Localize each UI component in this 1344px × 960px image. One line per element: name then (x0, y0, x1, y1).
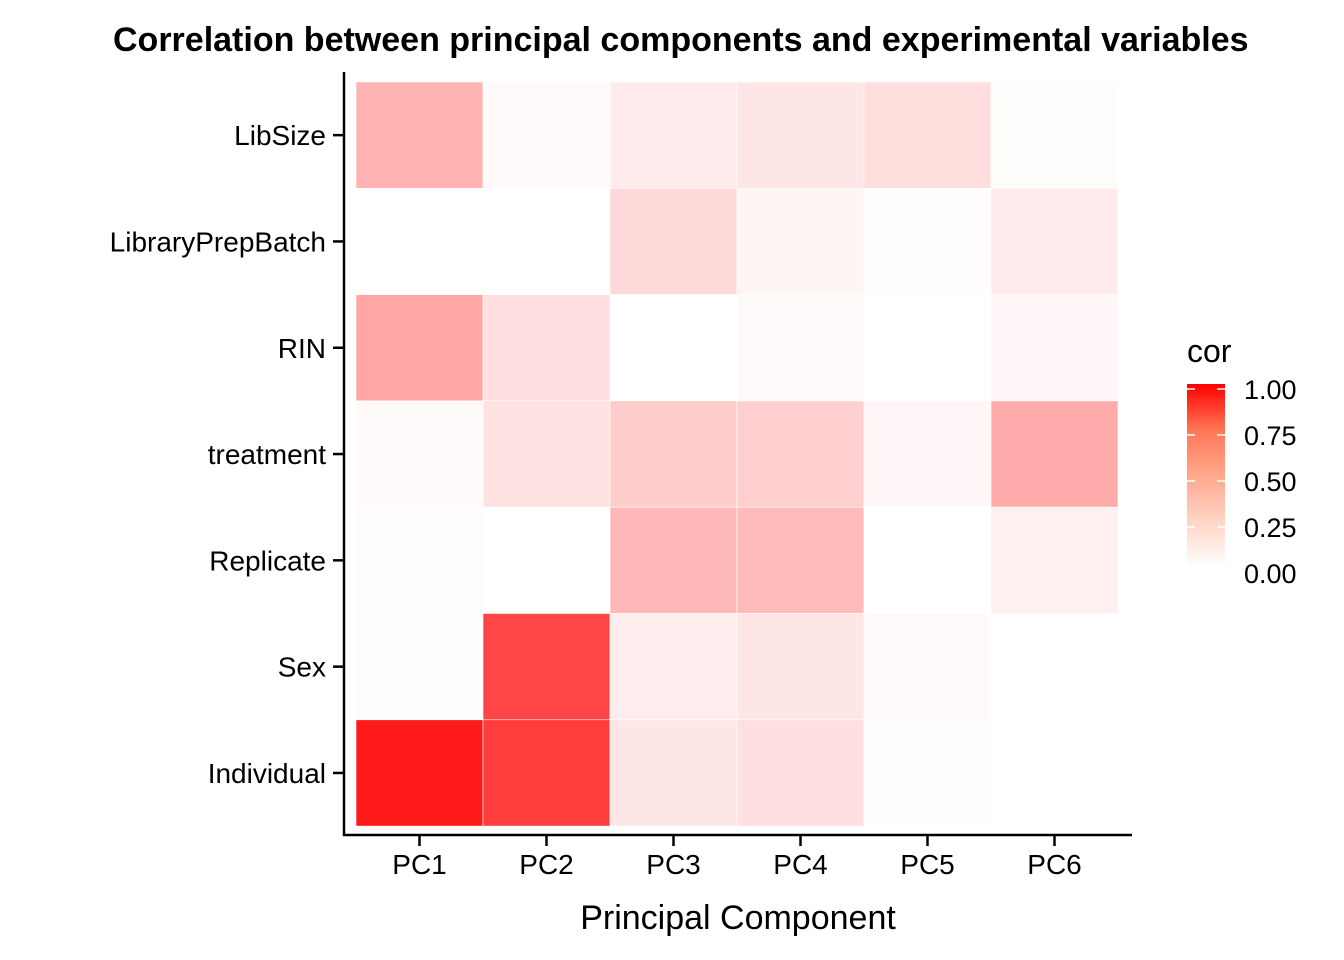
heatmap-cell-libraryprepbatch-pc1 (355, 188, 484, 295)
heatmap-cell-rin-pc3 (609, 294, 738, 402)
y-tick-label: LibraryPrepBatch (110, 226, 326, 257)
legend-title: cor (1187, 333, 1232, 369)
y-tick-label: Sex (278, 652, 326, 683)
heatmap-cell-individual-pc3 (609, 719, 738, 827)
chart-title: Correlation between principal components… (113, 21, 1249, 59)
y-tick-label: treatment (208, 439, 326, 470)
heatmap-cell-replicate-pc1 (355, 506, 484, 614)
heatmap-cell-libraryprepbatch-pc3 (609, 188, 738, 295)
heatmap-cell-treatment-pc6 (990, 400, 1119, 508)
heatmap-cell-sex-pc4 (736, 613, 865, 721)
heatmap-cell-treatment-pc4 (736, 400, 865, 508)
heatmap-cell-libraryprepbatch-pc2 (482, 188, 611, 295)
heatmap-cell-replicate-pc5 (863, 506, 992, 614)
heatmap-cell-libsize-pc6 (990, 81, 1119, 189)
heatmap-cell-libraryprepbatch-pc5 (863, 188, 992, 295)
legend-break-label: 0.00 (1244, 559, 1297, 589)
y-tick-label: Individual (208, 758, 326, 789)
heatmap-cell-replicate-pc6 (990, 506, 1119, 614)
heatmap-cell-rin-pc4 (736, 294, 865, 402)
heatmap-cell-replicate-pc4 (736, 506, 865, 614)
x-tick-label: PC2 (519, 849, 573, 880)
heatmap-cell-sex-pc6 (990, 613, 1119, 721)
y-tick-label: LibSize (234, 120, 326, 151)
y-axis-ticks: LibSize LibraryPrepBatch RIN treatment Repli… (110, 120, 344, 789)
heatmap-cells (355, 81, 1119, 827)
heatmap-cell-sex-pc1 (355, 613, 484, 721)
heatmap-cell-libsize-pc4 (736, 81, 865, 189)
x-axis-ticks: PC1 PC2 PC3 PC4 PC5 PC6 (392, 835, 1082, 880)
heatmap-cell-libsize-pc3 (609, 81, 738, 189)
heatmap-cell-libsize-pc1 (355, 81, 484, 189)
x-tick-label: PC1 (392, 849, 446, 880)
legend-break-label: 0.75 (1244, 421, 1297, 451)
heatmap-cell-treatment-pc3 (609, 400, 738, 508)
heatmap-cell-libraryprepbatch-pc4 (736, 188, 865, 295)
heatmap-cell-individual-pc1 (355, 719, 484, 827)
heatmap-cell-replicate-pc3 (609, 506, 738, 614)
legend-colorbar (1187, 384, 1225, 568)
heatmap-cell-individual-pc6 (990, 719, 1119, 827)
x-tick-label: PC5 (900, 849, 954, 880)
heatmap-cell-libraryprepbatch-pc6 (990, 188, 1119, 295)
heatmap-cell-individual-pc5 (863, 719, 992, 827)
heatmap-cell-individual-pc4 (736, 719, 865, 827)
legend-breaks: 0.00 0.25 0.50 0.75 1.00 (1187, 375, 1297, 589)
color-legend: cor 0.00 0.25 0.50 0.75 1.00 (1187, 333, 1297, 589)
heatmap-cell-rin-pc1 (355, 294, 484, 402)
x-tick-label: PC6 (1027, 849, 1081, 880)
heatmap-cell-libsize-pc2 (482, 81, 611, 189)
y-tick-label: Replicate (209, 545, 326, 576)
legend-break-label: 0.25 (1244, 513, 1297, 543)
x-tick-label: PC3 (646, 849, 700, 880)
heatmap-cell-sex-pc3 (609, 613, 738, 721)
y-tick-label: RIN (278, 333, 326, 364)
heatmap-cell-sex-pc5 (863, 613, 992, 721)
legend-break-label: 0.50 (1244, 467, 1297, 497)
legend-break-label: 1.00 (1244, 375, 1297, 405)
heatmap-cell-rin-pc2 (482, 294, 611, 402)
heatmap-cell-rin-pc6 (990, 294, 1119, 402)
heatmap-cell-treatment-pc5 (863, 400, 992, 508)
heatmap-cell-treatment-pc1 (355, 400, 484, 508)
heatmap-cell-sex-pc2 (482, 613, 611, 721)
heatmap-cell-libsize-pc5 (863, 81, 992, 189)
heatmap-cell-replicate-pc2 (482, 506, 611, 614)
heatmap-cell-individual-pc2 (482, 719, 611, 827)
x-tick-label: PC4 (773, 849, 827, 880)
heatmap-cell-rin-pc5 (863, 294, 992, 402)
x-axis-title: Principal Component (580, 899, 896, 937)
heatmap-cell-treatment-pc2 (482, 400, 611, 508)
